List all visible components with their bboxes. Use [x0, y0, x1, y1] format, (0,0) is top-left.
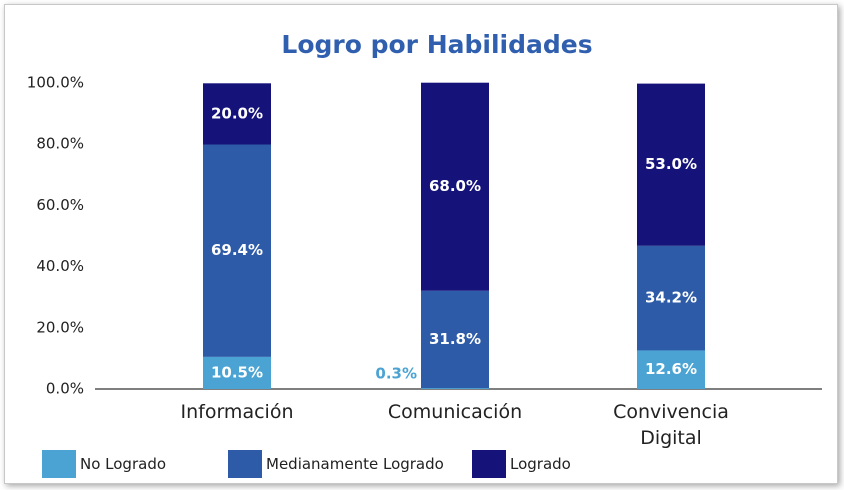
bar-segment	[203, 356, 271, 389]
x-tick-label: Información	[180, 401, 294, 423]
data-label: 69.4%	[211, 241, 263, 259]
data-label: 53.0%	[645, 155, 697, 173]
legend-swatch	[472, 450, 506, 478]
legend-swatch	[42, 450, 76, 478]
y-tick-label: 20.0%	[36, 318, 84, 336]
data-label: 31.8%	[429, 330, 481, 348]
legend-label: No Logrado	[80, 455, 167, 473]
y-tick-label: 0.0%	[46, 380, 84, 398]
data-label: 10.5%	[211, 363, 263, 381]
y-tick-label: 100.0%	[27, 74, 84, 92]
legend-swatch	[228, 450, 262, 478]
bar-segment	[637, 350, 705, 389]
bar-segment	[203, 144, 271, 357]
bar-segment	[203, 83, 271, 145]
y-tick-label: 40.0%	[36, 257, 84, 275]
bar-segment	[637, 83, 705, 246]
bar-segment	[637, 245, 705, 351]
legend-label: Logrado	[510, 455, 571, 473]
data-label: 20.0%	[211, 104, 263, 122]
data-label: 12.6%	[645, 360, 697, 378]
bar-segment	[421, 82, 489, 291]
bar-segment	[421, 290, 489, 389]
legend-label: Medianamente Logrado	[266, 455, 444, 473]
y-tick-label: 80.0%	[36, 135, 84, 153]
bar-segment	[421, 388, 489, 389]
x-tick-label: Comunicación	[387, 401, 523, 423]
x-tick-label: Convivencia Digital	[613, 401, 729, 449]
y-tick-label: 60.0%	[36, 196, 84, 214]
data-label: 34.2%	[645, 289, 697, 307]
data-label: 68.0%	[429, 177, 481, 195]
chart-title: Logro por Habilidades	[281, 30, 592, 59]
data-label: 0.3%	[375, 365, 417, 383]
